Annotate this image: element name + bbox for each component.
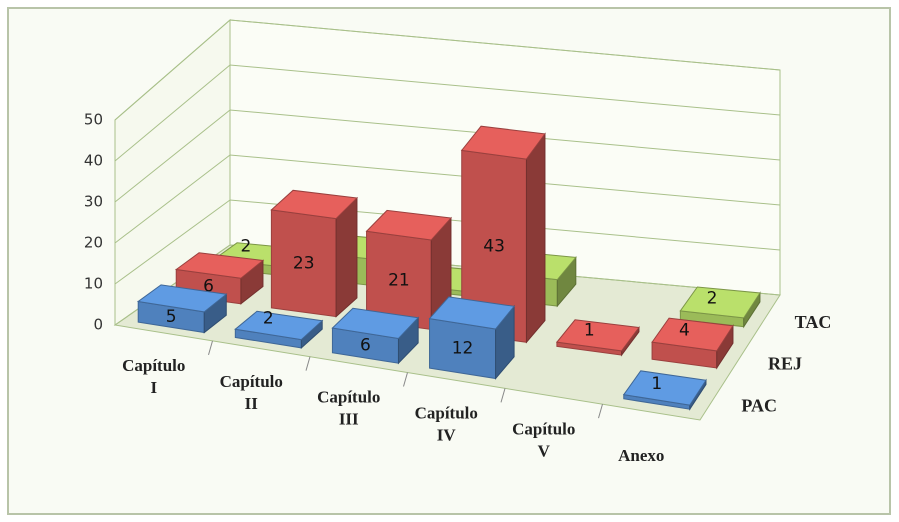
bar-top — [460, 125, 546, 160]
y-tick-label: 40 — [84, 152, 103, 170]
bar-top — [174, 252, 265, 279]
value-label: 1 — [584, 320, 595, 340]
value-label: 43 — [483, 236, 505, 256]
bar — [679, 286, 761, 329]
bar-top — [270, 189, 359, 220]
grid-line — [114, 64, 781, 162]
y-tick-label: 10 — [84, 275, 103, 293]
bar — [622, 370, 707, 411]
bar — [555, 319, 640, 357]
bar-top — [651, 317, 734, 352]
bar — [136, 284, 228, 334]
bar-side — [525, 132, 546, 344]
value-label: 1 — [651, 374, 662, 394]
value-label: 4 — [679, 321, 690, 341]
bar-top — [679, 286, 761, 319]
grid-line — [114, 109, 781, 203]
x-tick — [208, 340, 213, 355]
x-tick-label: Anexo — [618, 446, 664, 465]
bar — [428, 296, 516, 380]
bar-top — [365, 209, 452, 241]
bar-top — [234, 310, 324, 341]
x-tick-label: Capítulo V — [512, 419, 575, 460]
x-tick-label: Capítulo IV — [415, 403, 478, 444]
value-label: 21 — [388, 270, 410, 290]
bar-top — [555, 319, 640, 352]
x-tick — [305, 356, 311, 371]
bar-top — [136, 284, 228, 313]
bar-top — [331, 307, 420, 339]
depth-label: TAC — [795, 312, 832, 332]
x-tick — [500, 388, 506, 403]
value-label: 2 — [263, 308, 274, 328]
value-label: 2 — [707, 288, 718, 308]
value-label: 6 — [360, 336, 371, 356]
bar — [270, 189, 359, 318]
y-tick-label: 20 — [84, 234, 103, 252]
bar — [651, 317, 734, 370]
value-label: 23 — [293, 253, 315, 273]
bar-top — [622, 370, 707, 406]
x-tick — [403, 372, 408, 387]
bar — [365, 209, 452, 331]
y-tick-label: 30 — [84, 193, 103, 211]
x-tick-label: Capítulo II — [220, 372, 283, 413]
grid-line — [114, 154, 781, 244]
depth-label: REJ — [768, 354, 802, 374]
bar — [460, 125, 546, 344]
bar — [331, 307, 420, 365]
value-label: 2 — [241, 237, 252, 257]
value-label: 5 — [166, 307, 177, 327]
depth-label: PAC — [741, 395, 777, 415]
value-label: 12 — [452, 339, 474, 359]
bar — [234, 310, 324, 350]
y-tick-label: 50 — [84, 111, 103, 129]
y-tick-label: 0 — [93, 316, 103, 334]
grid-line — [114, 199, 781, 285]
bar-top — [428, 296, 516, 330]
value-label: 6 — [203, 277, 214, 297]
x-tick — [598, 404, 603, 419]
x-tick-label: Capítulo III — [317, 387, 380, 428]
x-tick-label: Capítulo I — [122, 356, 185, 397]
grid-line — [114, 19, 781, 121]
